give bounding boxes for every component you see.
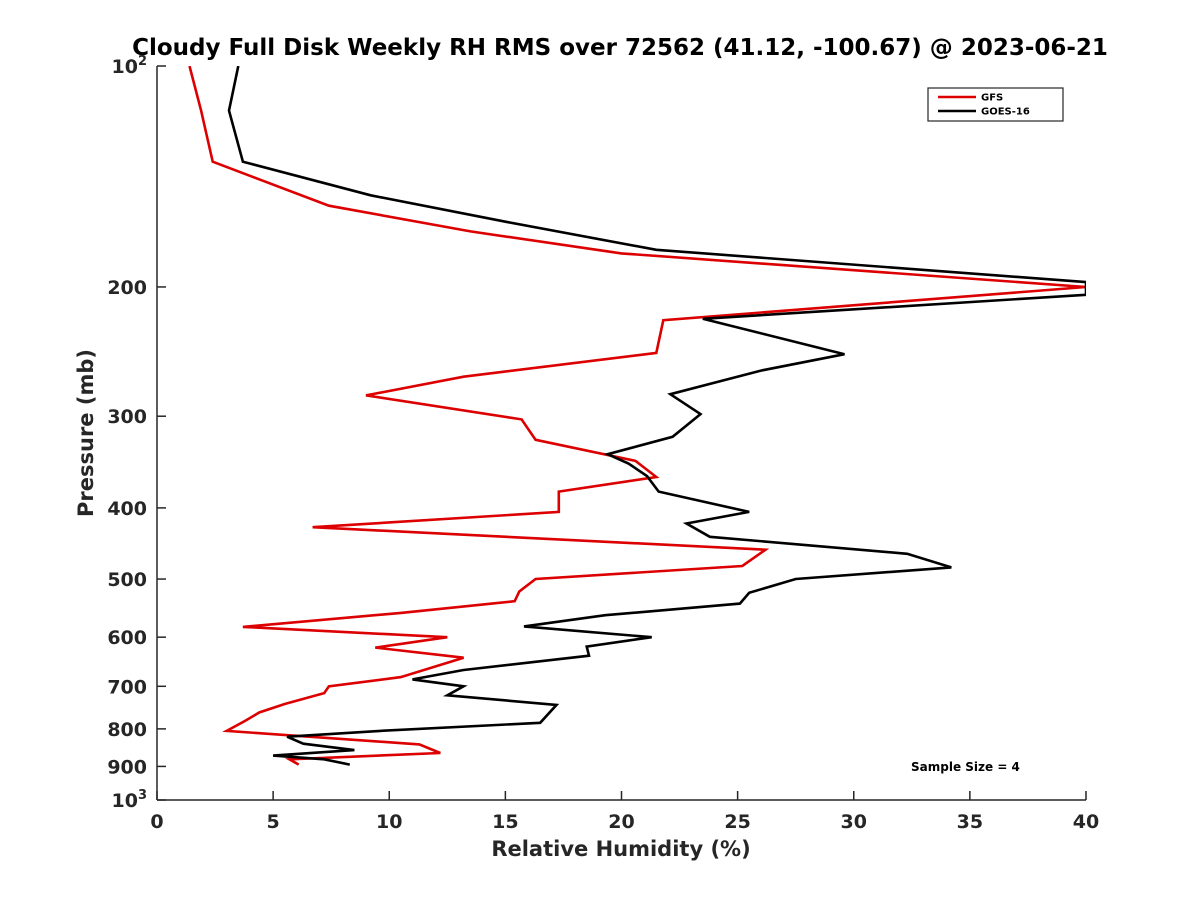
legend-label: GFS bbox=[981, 93, 1003, 104]
y-tick-label: 103 bbox=[112, 788, 148, 812]
x-tick-label: 30 bbox=[841, 811, 867, 833]
plot-area: 0 5 10 15 20 25 30 35 40 102 200 300 400 500 600 700 800… bbox=[107, 54, 1099, 833]
x-tick-label: 15 bbox=[492, 811, 518, 833]
x-tick-label: 10 bbox=[376, 811, 402, 833]
y-tick-label: 400 bbox=[107, 498, 147, 520]
y-tick-label: 200 bbox=[107, 277, 147, 299]
x-tick-label: 25 bbox=[724, 811, 750, 833]
chart-title: Cloudy Full Disk Weekly RH RMS over 7256… bbox=[132, 35, 1108, 61]
x-tick-label: 40 bbox=[1073, 811, 1099, 833]
x-axis-label: Relative Humidity (%) bbox=[491, 837, 750, 861]
x-tick-label: 20 bbox=[608, 811, 634, 833]
legend-label: GOES-16 bbox=[981, 107, 1030, 118]
legend: GFS GOES-16 bbox=[927, 87, 1064, 122]
y-tick-label: 900 bbox=[107, 756, 147, 778]
series-line-gfs bbox=[188, 66, 1086, 766]
y-axis-label: Pressure (mb) bbox=[74, 349, 98, 517]
x-tick-label: 35 bbox=[957, 811, 983, 833]
x-tick-label: 5 bbox=[267, 811, 280, 833]
y-tick-label: 500 bbox=[107, 569, 147, 591]
y-tick-label: 600 bbox=[107, 627, 147, 649]
y-tick-label: 700 bbox=[107, 676, 147, 698]
y-tick-label: 300 bbox=[107, 406, 147, 428]
y-tick-label: 800 bbox=[107, 719, 147, 741]
y-tick-label: 102 bbox=[112, 54, 148, 78]
sample-size-annotation: Sample Size = 4 bbox=[911, 760, 1020, 774]
series-line-goes-16 bbox=[227, 66, 1086, 766]
x-tick-label: 0 bbox=[150, 811, 163, 833]
legend-box bbox=[927, 87, 1064, 122]
